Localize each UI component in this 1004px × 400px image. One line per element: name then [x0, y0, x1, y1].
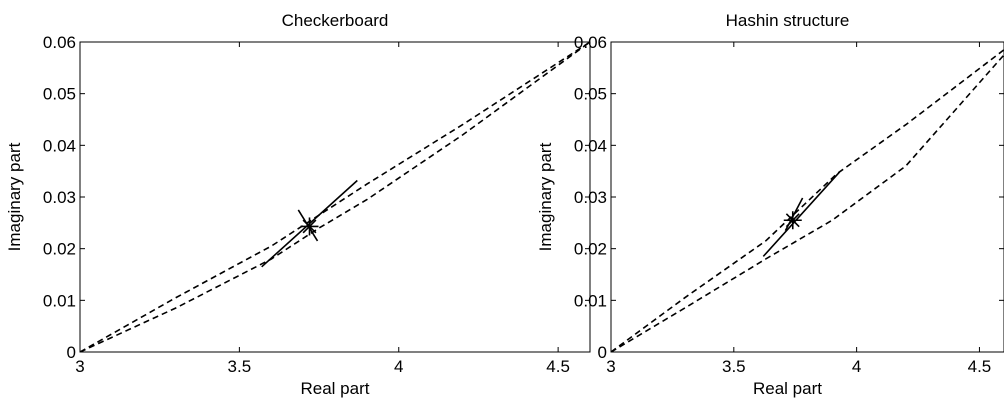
x-axis-label: Real part — [301, 379, 370, 398]
y-tick-label: 0.04 — [574, 136, 607, 155]
y-tick-label: 0.05 — [574, 85, 607, 104]
y-tick-label: 0.03 — [43, 188, 76, 207]
x-tick-label: 4 — [394, 357, 403, 376]
asterisk-marker — [300, 217, 319, 236]
x-tick-label: 3.5 — [722, 357, 746, 376]
y-axis-label: Imaginary part — [5, 142, 24, 251]
chart-title: Hashin structure — [726, 11, 850, 30]
y-tick-label: 0.04 — [43, 136, 76, 155]
plot-area — [80, 42, 590, 352]
y-tick-label: 0.01 — [43, 291, 76, 310]
solid-line-segment — [762, 171, 840, 257]
y-axis-label: Imaginary part — [536, 142, 555, 251]
dashed-bound-curve — [611, 54, 1004, 352]
y-tick-label: 0.01 — [574, 291, 607, 310]
x-tick-label: 3.5 — [228, 357, 252, 376]
axes-box — [79, 41, 591, 353]
dashed-bound-curve — [80, 42, 590, 352]
x-axis-label: Real part — [753, 379, 822, 398]
chart-title: Checkerboard — [282, 11, 389, 30]
y-tick-label: 0 — [67, 343, 76, 362]
x-tick-label: 4.5 — [546, 357, 570, 376]
dashed-bound-curve — [80, 42, 590, 352]
y-tick-label: 0.06 — [574, 33, 607, 52]
y-tick-label: 0.06 — [43, 33, 76, 52]
dashed-bound-curve — [611, 49, 1004, 352]
plot-area — [611, 49, 1004, 352]
asterisk-stroke — [302, 219, 317, 234]
chart-panel-hashin-structure: Hashin structure Real part Imaginary par… — [536, 11, 1004, 398]
chart-panel-checkerboard: Checkerboard Real part Imaginary part 3 3… — [5, 11, 591, 398]
x-tick-label: 3 — [75, 357, 84, 376]
asterisk-marker — [783, 211, 802, 230]
y-tick-label: 0.05 — [43, 85, 76, 104]
y-tick-label: 0 — [598, 343, 607, 362]
asterisk-stroke — [785, 213, 800, 228]
y-tick-label: 0.02 — [574, 240, 607, 259]
x-tick-label: 4 — [852, 357, 861, 376]
axes-box — [610, 41, 1004, 353]
y-tick-label: 0.02 — [43, 240, 76, 259]
x-tick-label: 3 — [606, 357, 615, 376]
x-tick-label: 4.5 — [968, 357, 992, 376]
y-tick-label: 0.03 — [574, 188, 607, 207]
